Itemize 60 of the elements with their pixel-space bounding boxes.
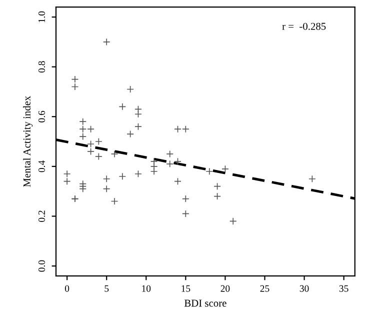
y-tick-label: 0.6	[38, 110, 46, 122]
y-tick-label: 0.4	[38, 160, 46, 172]
point	[182, 125, 190, 133]
point	[102, 175, 110, 183]
point	[166, 150, 174, 158]
x-tick-label: 35	[339, 285, 348, 292]
point	[214, 182, 221, 190]
x-tick-label: 20	[220, 285, 230, 292]
point	[63, 170, 71, 178]
point	[71, 76, 79, 83]
point	[79, 125, 87, 133]
point	[182, 195, 190, 202]
point	[150, 168, 158, 176]
point	[79, 185, 87, 192]
point	[126, 86, 134, 93]
point	[79, 132, 87, 140]
y-tick-label: 0.0	[38, 260, 46, 272]
point	[95, 138, 102, 146]
point	[63, 178, 71, 186]
point	[110, 198, 118, 205]
x-tick-label: 15	[182, 285, 190, 292]
point	[110, 150, 118, 158]
point	[174, 178, 182, 186]
point	[174, 125, 182, 133]
x-tick-label: 10	[142, 285, 151, 292]
x-tick-label: 25	[260, 285, 270, 292]
point	[118, 102, 126, 110]
point	[79, 118, 87, 126]
point	[150, 158, 158, 166]
point	[102, 185, 110, 192]
point	[229, 218, 237, 225]
x-tick-label: 0	[64, 285, 70, 292]
point	[118, 172, 126, 180]
point	[87, 125, 94, 133]
y-tick-label: 0.2	[38, 210, 46, 222]
point	[126, 130, 134, 138]
point	[206, 168, 214, 176]
point	[87, 140, 94, 148]
point	[174, 158, 182, 166]
y-tick-label: 0.8	[38, 61, 46, 73]
x-tick-label: 5	[104, 285, 109, 292]
point	[150, 162, 158, 170]
point	[134, 170, 142, 178]
point	[95, 152, 102, 160]
point	[102, 38, 110, 46]
point	[71, 83, 79, 90]
annotation: r = -0.285	[282, 22, 326, 30]
point	[87, 148, 94, 156]
point	[166, 160, 174, 168]
x-axis-title: BDI score	[184, 300, 226, 307]
point	[134, 105, 142, 113]
point	[214, 192, 221, 200]
point	[182, 210, 190, 218]
y-tick-label: 1.0	[38, 11, 46, 22]
point	[222, 165, 229, 173]
point	[134, 122, 142, 130]
y-axis-title: Mental Activity index	[23, 96, 33, 187]
x-tick-label: 30	[300, 285, 309, 292]
point	[308, 175, 316, 183]
point	[134, 110, 142, 118]
